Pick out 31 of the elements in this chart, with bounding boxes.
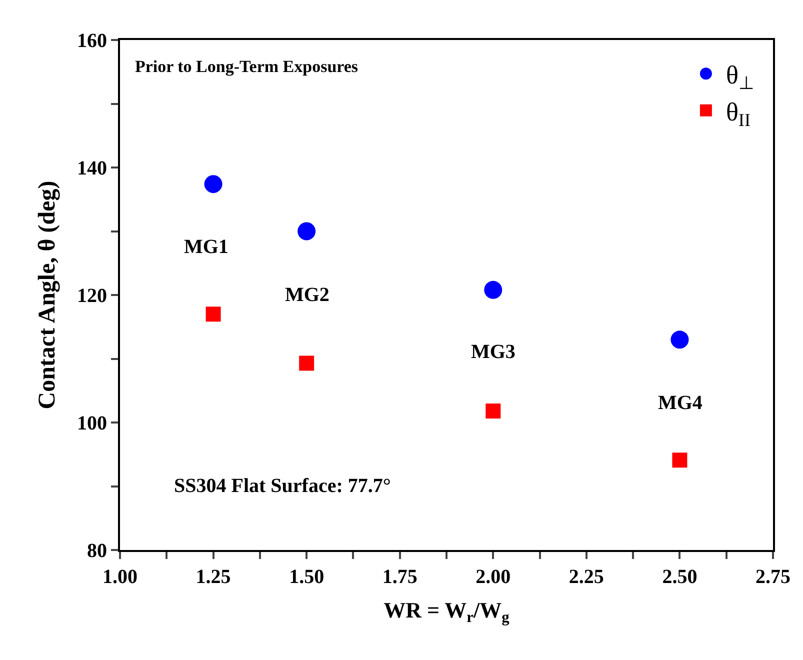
annotation: MG3: [471, 341, 516, 363]
point: [206, 306, 221, 322]
x-tick-label: 1.50: [289, 566, 324, 588]
x-tick-label: 1.00: [102, 566, 138, 588]
annotation: MG1: [184, 236, 228, 258]
y-axis-title: Contact Angle, θ (deg): [34, 180, 61, 410]
x-tick-label: 1.25: [196, 566, 231, 588]
y-tick-label: 160: [77, 30, 107, 52]
y-tick-label: 80: [87, 540, 107, 562]
point: [484, 280, 502, 299]
point: [486, 404, 501, 419]
y-tick-label: 120: [77, 285, 107, 307]
y-tick-label: 140: [77, 158, 107, 180]
point: [670, 330, 689, 349]
x-tick-label: 2.75: [756, 566, 790, 588]
point: [672, 452, 688, 468]
annotation: MG2: [285, 284, 330, 306]
point: [204, 175, 222, 194]
legend-label: θ$_{⊥}$: [726, 60, 754, 94]
y-tick-label: 100: [77, 412, 107, 434]
annotation: SS304 Flat Surface: 77.7°: [174, 475, 391, 497]
x-tick-label: 2.00: [476, 566, 511, 588]
x-axis-title: WR = W$_{r}$/W$_{g}$: [384, 597, 510, 626]
point: [298, 222, 316, 240]
point: [299, 356, 314, 371]
x-tick-label: 1.75: [382, 566, 418, 588]
x-tick-label: 2.25: [568, 566, 604, 588]
annotation: Prior to Long-Term Exposures: [135, 57, 358, 76]
annotation: MG4: [658, 392, 702, 414]
x-tick-label: 2.50: [662, 566, 698, 588]
legend-label: θ$_{II}$: [726, 98, 751, 130]
